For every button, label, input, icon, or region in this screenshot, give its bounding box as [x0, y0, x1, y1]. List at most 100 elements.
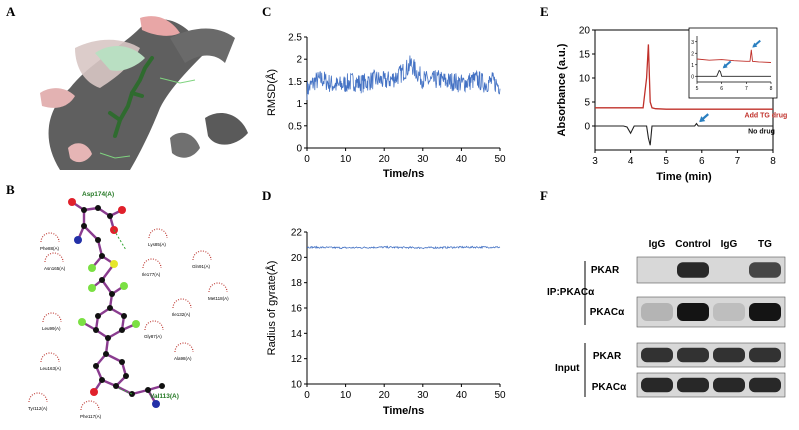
lane-label: TG	[758, 239, 772, 250]
atom	[81, 223, 87, 229]
blot-band	[713, 377, 745, 393]
docking-surface-image	[20, 8, 250, 170]
hydrophobic-arc	[144, 320, 164, 331]
blot-band	[713, 347, 745, 363]
atom	[107, 305, 113, 311]
residue-label: Met118(A)	[208, 296, 229, 301]
y-axis-label: RMSD(Å)	[265, 69, 278, 116]
x-axis-label: Time/ns	[383, 168, 424, 180]
residue-label: Ile177(A)	[142, 272, 161, 277]
blot-band	[749, 347, 781, 363]
y-axis-label: Radius of gyrate(Å)	[265, 261, 278, 356]
atom	[74, 236, 82, 244]
atom	[95, 237, 101, 243]
x-tick-label: 40	[456, 154, 468, 165]
hydrophobic-arc	[44, 252, 64, 263]
atom	[81, 207, 87, 213]
row-label: PKACα	[590, 307, 625, 318]
y-tick-label: 0	[296, 144, 302, 155]
ligplot-diagram: Asp174(A) Phe88(A) Lys85(A) Gln91(A) Asn165(…	[22, 190, 252, 425]
y-tick-label: 0	[584, 122, 590, 133]
y-tick-label: 20	[579, 26, 591, 37]
hydrophobic-arc	[208, 282, 228, 293]
blot-band	[677, 303, 709, 321]
rmsd-series-line	[306, 55, 501, 101]
y-tick-label: 18	[291, 278, 303, 289]
residue-label: Asp174(A)	[82, 191, 114, 198]
blot-band	[749, 262, 781, 278]
atom	[95, 313, 101, 319]
residue-label: Lys85(A)	[148, 242, 166, 247]
x-tick-label: 3	[592, 156, 598, 167]
residue-label: Ala98(A)	[174, 356, 192, 361]
residue-label: Leu163(A)	[40, 366, 62, 371]
x-tick-label: 40	[456, 390, 468, 401]
y-axis-label: Absorbance (a.u.)	[556, 43, 568, 136]
x-tick-label: 30	[417, 154, 429, 165]
inset-x-tick-label: 5	[696, 86, 699, 92]
row-label: PKAR	[591, 265, 620, 276]
atom	[120, 282, 128, 290]
group-label-ip: IP:PKACα	[547, 287, 595, 298]
residue-label: Phe88(A)	[40, 246, 60, 251]
residue-label: Gln91(A)	[192, 264, 211, 269]
residue-label: Leu99(A)	[42, 326, 61, 331]
panel-label-a: A	[6, 4, 16, 19]
atom	[103, 351, 109, 357]
inset-frame	[688, 27, 778, 99]
hydrophobic-arc	[80, 400, 100, 411]
western-blot: IgG Control IgG TG PKAR PKACα PKAR PKACα IP:PKAC…	[545, 225, 795, 425]
hbond	[117, 387, 133, 395]
inset-series-no-drug	[697, 69, 771, 77]
series-no-drug	[595, 122, 773, 146]
hydrophobic-arc	[28, 392, 48, 403]
x-tick-label: 10	[340, 154, 352, 165]
row-label: PKACα	[592, 382, 627, 393]
hydrophobic-arc	[42, 312, 62, 323]
rg-series-line	[306, 245, 501, 250]
hydrophobic-arc	[172, 298, 192, 309]
x-tick-label: 20	[379, 390, 391, 401]
atom	[132, 320, 140, 328]
atom	[118, 206, 126, 214]
inset-x-tick-label: 8	[770, 86, 773, 92]
residue-label: Val113(A)	[150, 393, 179, 400]
y-tick-label: 22	[291, 228, 303, 239]
inset-x-tick-label: 7	[745, 86, 748, 92]
blot-band	[641, 377, 673, 393]
y-tick-label: 16	[291, 304, 303, 315]
hydrophobic-arc	[192, 250, 212, 261]
y-tick-label: 0.5	[288, 121, 302, 132]
y-tick-label: 1	[296, 99, 302, 110]
hydrophobic-arc	[174, 342, 194, 353]
hydrophobic-arc	[148, 228, 168, 239]
atom	[159, 383, 165, 389]
inset-peak-arrowhead	[722, 63, 728, 69]
y-tick-label: 2.5	[288, 33, 302, 44]
panel-label-f: F	[540, 188, 548, 203]
atom	[99, 277, 105, 283]
lane-label: IgG	[721, 239, 738, 250]
blot-band	[677, 262, 709, 278]
inset-x-tick-label: 6	[720, 86, 723, 92]
residue-label: Asn165(A)	[44, 266, 66, 271]
atom	[105, 335, 111, 341]
residue-label: Ile132(A)	[172, 312, 191, 317]
blot-band	[677, 347, 709, 363]
x-tick-label: 8	[770, 156, 776, 167]
hydrophobic-arc	[40, 232, 60, 243]
inset-y-tick-label: 3	[691, 40, 694, 46]
hydrophobic-arc	[40, 352, 60, 363]
x-axis-label: Time (min)	[656, 171, 712, 183]
residue-label: Phe117(A)	[80, 414, 102, 419]
x-tick-label: 0	[304, 154, 310, 165]
blot-band	[641, 347, 673, 363]
atom	[90, 388, 98, 396]
atom	[93, 327, 99, 333]
x-tick-label: 50	[494, 154, 506, 165]
y-tick-label: 12	[291, 354, 303, 365]
panel-label-c: C	[262, 4, 272, 19]
main-peak-arrowhead	[699, 116, 706, 123]
panel-label-d: D	[262, 188, 272, 203]
atom	[99, 377, 105, 383]
